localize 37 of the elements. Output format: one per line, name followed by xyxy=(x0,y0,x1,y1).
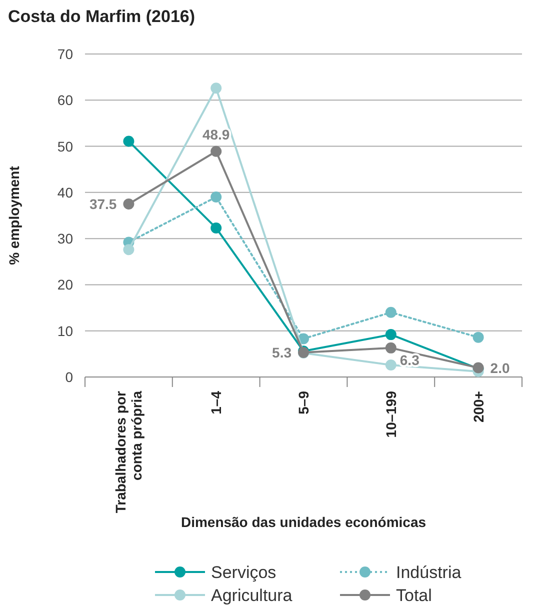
point xyxy=(123,244,134,256)
point xyxy=(472,332,484,343)
point xyxy=(385,306,396,318)
y-axis-title: % employment xyxy=(6,166,22,265)
y-tick-label: 70 xyxy=(57,46,74,62)
x-tick-label: 10–199 xyxy=(382,390,399,438)
x-tick-label: Trabalhadores por conta própria xyxy=(112,390,145,514)
y-tick-label: 60 xyxy=(57,92,74,108)
point xyxy=(385,342,396,354)
legend-label: Agricultura xyxy=(211,586,293,605)
x-tick-label: 200+ xyxy=(470,391,486,423)
data-label: 48.9 xyxy=(202,126,230,142)
point xyxy=(123,136,134,147)
y-tick-label: 0 xyxy=(65,369,74,385)
y-tick-label: 10 xyxy=(57,322,74,339)
point xyxy=(210,222,222,234)
x-tick-label: 5–9 xyxy=(296,390,312,414)
y-tick-label: 50 xyxy=(57,138,74,154)
point xyxy=(210,192,222,203)
point xyxy=(210,146,222,157)
x-axis-title: Dimensão das unidades económicas xyxy=(180,514,426,530)
y-tick-label: 40 xyxy=(57,184,74,200)
data-label: 2.0 xyxy=(490,360,510,376)
point xyxy=(385,360,396,371)
point xyxy=(210,82,222,94)
point xyxy=(385,329,396,340)
chart-title: Costa do Marfim (2016) xyxy=(8,7,196,26)
legend-label: Serviços xyxy=(211,563,276,582)
data-label: 6.3 xyxy=(400,352,420,368)
data-label: 37.5 xyxy=(89,196,117,212)
legend-label: Indústria xyxy=(396,563,462,582)
y-tick-label: 20 xyxy=(57,276,74,293)
y-tick-label: 30 xyxy=(57,230,74,247)
x-tick-label: 1–4 xyxy=(208,390,224,414)
data-label: 5.3 xyxy=(272,344,292,361)
legend-label: Total xyxy=(396,586,432,605)
point xyxy=(123,198,134,210)
